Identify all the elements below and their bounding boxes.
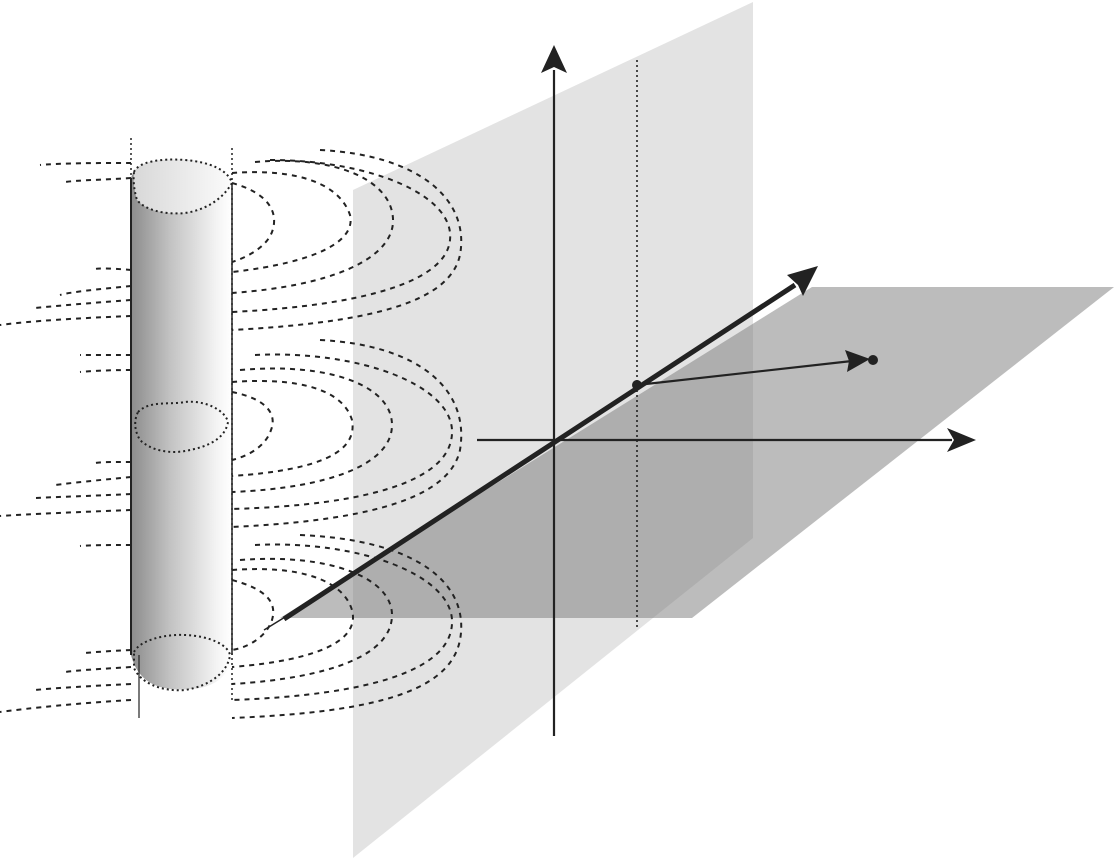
dashed-field-lines-right [231,149,463,719]
vertical-axis-arrowhead [541,45,567,73]
depth-axis-arrow [263,266,818,631]
cylinder [130,138,234,718]
dashed-field-lines-left [0,162,132,713]
vertical-axis-arrow [541,45,567,736]
cylinder-body [131,159,232,690]
horizontal-plane [280,287,1114,618]
cylinder-top-opening [132,158,234,215]
vector-tip-point [868,355,878,365]
vector-arrowhead [845,350,870,372]
cylinder-bottom-section [133,633,232,692]
horizontal-axis-arrowhead [947,428,976,452]
depth-axis-arrowhead [787,266,818,296]
cylinder-mid-section [134,400,230,453]
point-vector-arrow [632,350,878,390]
